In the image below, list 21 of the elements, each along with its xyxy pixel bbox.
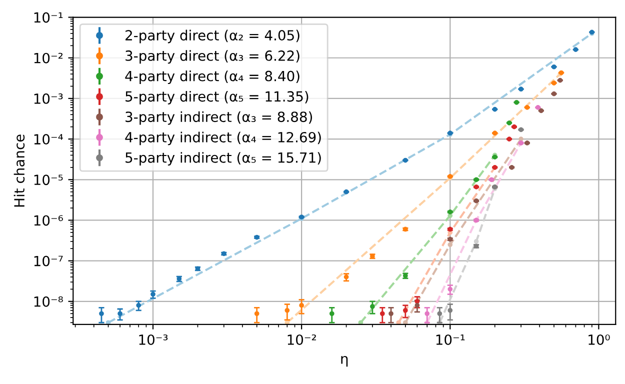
legend-label: 3-party direct (α₃ = 6.22) <box>126 50 300 64</box>
legend-label: 3-party indirect (α₃ = 8.88) <box>126 111 312 125</box>
x-tick-label: 10⁻¹ <box>436 334 465 345</box>
y-tick-label: 10⁻⁷ <box>34 256 63 266</box>
x-tick-label: 10⁰ <box>588 334 610 345</box>
y-axis-title: Hit chance <box>14 134 25 207</box>
legend-label: 4-party indirect (α₄ = 12.69) <box>125 132 321 146</box>
x-tick-label: 10⁻² <box>288 334 316 345</box>
y-tick-label: 10⁻⁶ <box>34 215 63 226</box>
y-tick-label: 10⁻⁵ <box>34 174 63 186</box>
legend-label: 4-party direct (α₄ = 8.40) <box>125 70 300 84</box>
x-tick-label: 10⁻³ <box>139 334 168 345</box>
y-tick-label: 10⁻⁴ <box>34 134 63 145</box>
y-tick-label: 10⁻⁸ <box>34 296 63 307</box>
y-tick-label: 10⁻² <box>34 52 63 64</box>
legend-label: 5-party direct (α₅ = 11.35) <box>126 90 308 104</box>
x-axis-title: η <box>341 356 348 367</box>
y-tick-label: 10⁻¹ <box>34 12 63 23</box>
legend-label: 5-party indirect (α₅ = 15.71) <box>126 152 321 166</box>
y-tick-label: 10⁻³ <box>34 93 63 104</box>
legend-label: 2-party direct (α₂ = 4.05) <box>126 30 300 44</box>
